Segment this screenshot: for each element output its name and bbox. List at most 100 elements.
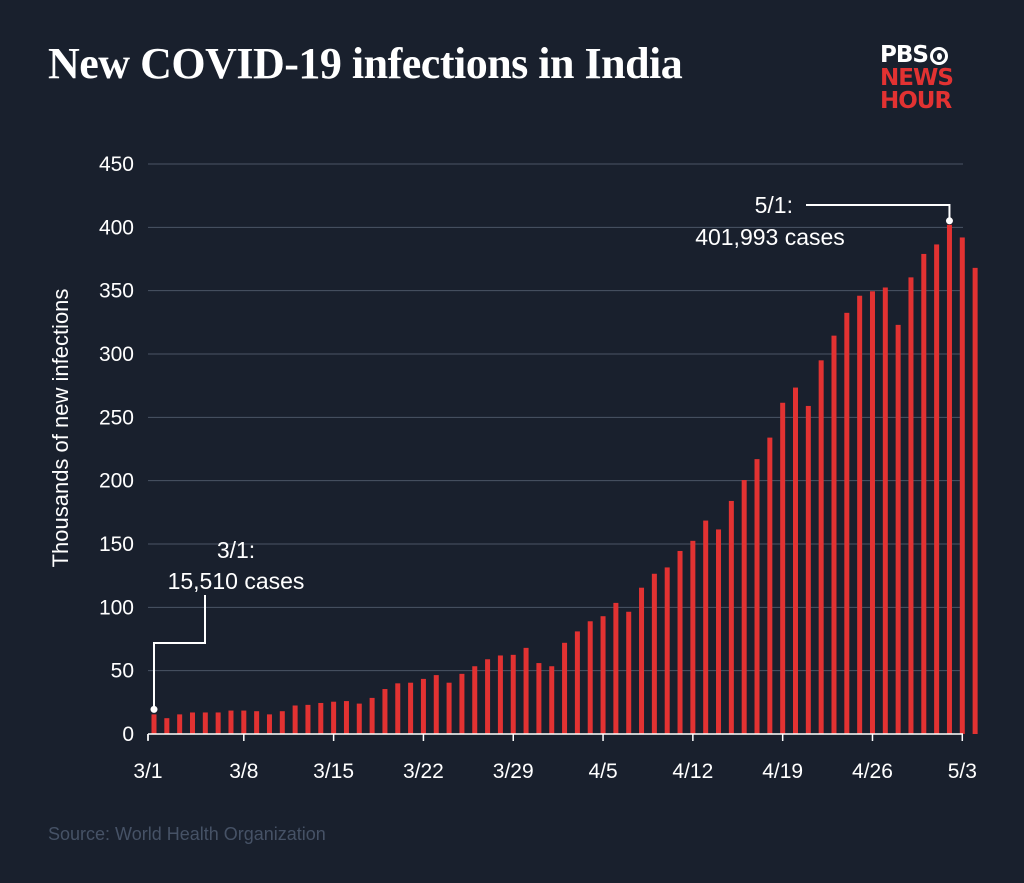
bar (690, 540, 696, 734)
bar (767, 437, 773, 734)
x-tick-label: 3/1 (133, 760, 162, 783)
bar (472, 666, 478, 734)
bar (382, 689, 388, 734)
bar (921, 253, 927, 734)
axes (147, 733, 963, 740)
bar (241, 710, 247, 734)
bar (639, 587, 645, 734)
bar (356, 703, 362, 734)
bar (895, 324, 901, 734)
bar (587, 621, 593, 734)
y-tick-label: 0 (122, 723, 134, 746)
bar (857, 295, 863, 734)
bar (549, 666, 555, 734)
y-tick-label: 350 (99, 280, 134, 303)
bar (510, 654, 516, 734)
bar (728, 500, 734, 734)
y-tick-label: 400 (99, 216, 134, 239)
x-tick-label: 3/15 (313, 760, 354, 783)
bar (266, 714, 272, 734)
bar (202, 712, 208, 734)
bar (369, 697, 375, 734)
bar (562, 642, 568, 734)
bar (343, 701, 349, 734)
pbs-head-icon (929, 46, 948, 65)
annotations: 3/1: 15,510 cases 5/1: 401,993 cases (150, 192, 953, 713)
bar (703, 520, 709, 734)
bar (780, 402, 786, 734)
bar (446, 682, 452, 734)
bar (523, 647, 529, 734)
y-tick-label: 150 (99, 533, 134, 556)
bar (574, 631, 580, 734)
annotation-leader-3-1 (153, 595, 206, 710)
bar (613, 602, 619, 734)
bar (869, 291, 875, 734)
bar (946, 224, 952, 735)
annotation-dot-5-1 (945, 217, 953, 225)
y-axis-label: Thousands of new infections (48, 289, 73, 568)
bar (716, 529, 722, 734)
x-tick-label: 4/12 (672, 760, 713, 783)
bar (536, 663, 542, 734)
bar (805, 405, 811, 734)
bar (959, 237, 965, 734)
bar (331, 701, 337, 734)
bar (793, 387, 798, 734)
bar (882, 287, 888, 734)
annotation-dot-3-1 (150, 705, 158, 713)
bar (292, 705, 298, 734)
bar (831, 335, 837, 734)
y-tick-label: 50 (111, 660, 134, 683)
y-tick-label: 250 (99, 406, 134, 429)
bar (485, 659, 491, 734)
y-tick-label: 450 (99, 153, 134, 176)
bar (215, 712, 221, 734)
bar (164, 718, 170, 734)
bar (626, 611, 632, 734)
bar (151, 714, 157, 734)
annotation-value-3-1: 15,510 cases (168, 568, 305, 594)
pbs-newshour-logo: PBS NEWS HOUR (880, 44, 966, 113)
bar (305, 704, 311, 734)
annotation-date-3-1: 3/1: (217, 537, 255, 563)
bar (420, 678, 426, 734)
x-tick-label: 4/19 (762, 760, 803, 783)
bar (818, 360, 824, 734)
bar (741, 480, 747, 734)
x-tick-labels: 3/1 3/8 3/15 3/22 3/29 4/5 4/12 4/19 4/26 5/3 (133, 734, 977, 783)
y-tick-label: 300 (99, 343, 134, 366)
bar (497, 655, 503, 734)
bar (908, 277, 914, 734)
bar (664, 567, 670, 734)
bar (934, 244, 940, 734)
bar (254, 711, 260, 734)
x-tick-label: 3/29 (493, 760, 534, 783)
bar (318, 702, 324, 734)
bar (754, 459, 760, 734)
bar (408, 682, 414, 734)
x-tick-label: 5/3 (948, 760, 977, 783)
logo-pbs: PBS (880, 44, 966, 67)
bar (600, 616, 606, 734)
annotation-value-5-1: 401,993 cases (695, 224, 845, 250)
bar (228, 710, 234, 734)
bar (677, 550, 683, 734)
bar (177, 714, 183, 734)
y-tick-label: 100 (99, 596, 134, 619)
x-tick-label: 3/8 (229, 760, 258, 783)
y-tick-label: 200 (99, 470, 134, 493)
x-tick-label: 4/26 (852, 760, 893, 783)
bar (651, 573, 657, 734)
bar (844, 312, 850, 734)
bar (395, 683, 401, 734)
chart-title: New COVID-19 infections in India (48, 39, 683, 88)
logo-news: NEWS (880, 65, 954, 91)
bars (151, 224, 978, 735)
logo-hour: HOUR (880, 88, 952, 114)
bar (972, 267, 978, 734)
source-note: Source: World Health Organization (48, 824, 326, 844)
y-tick-labels: 0 50 100 150 200 250 300 350 400 450 (99, 153, 134, 746)
x-tick-label: 3/22 (403, 760, 444, 783)
